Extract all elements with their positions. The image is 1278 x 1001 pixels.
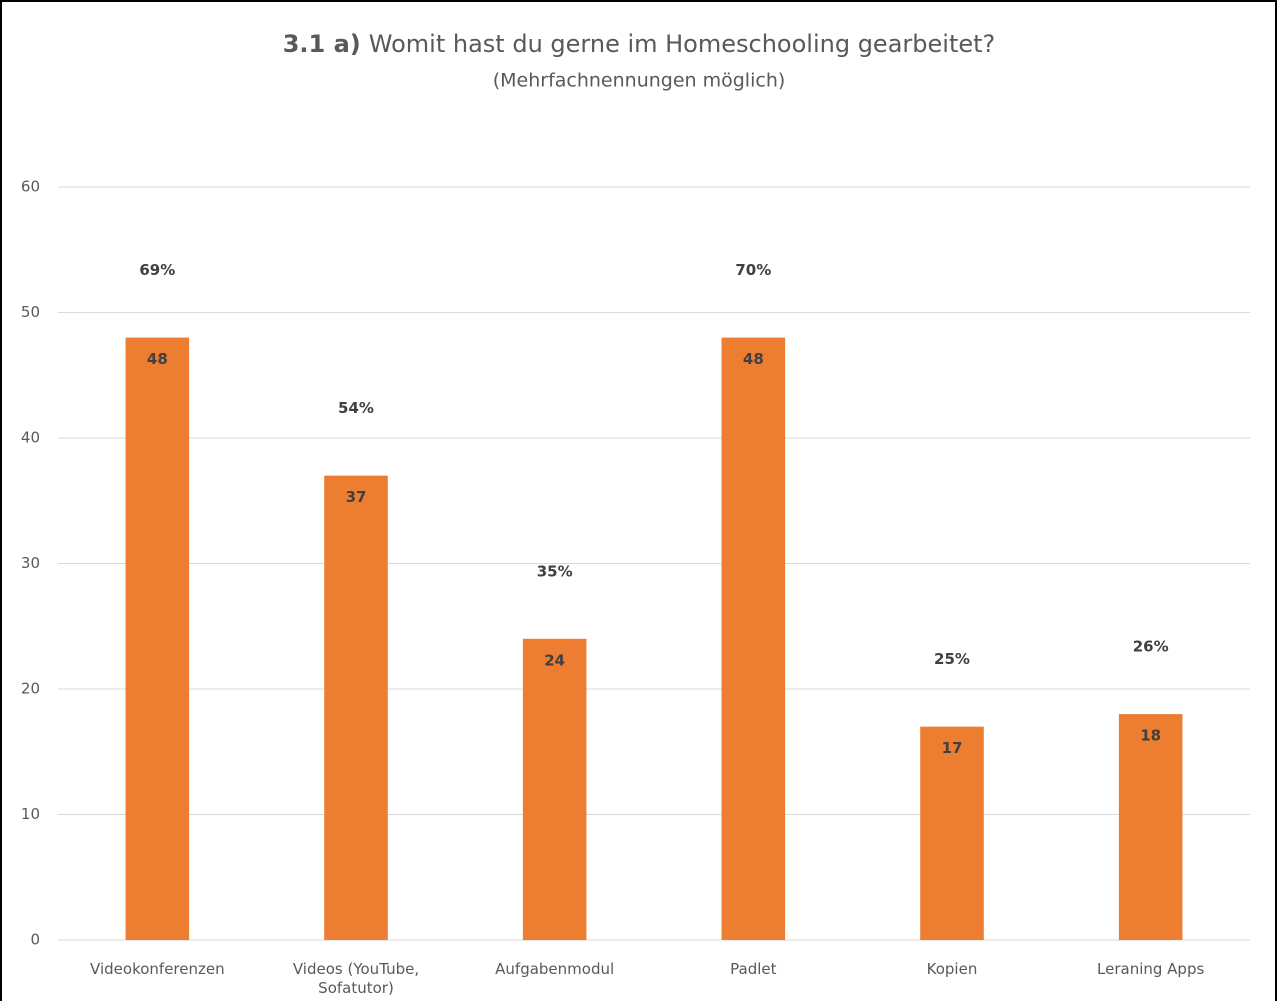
x-tick-label: Videokonferenzen <box>90 960 225 978</box>
percent-annotation: 26% <box>1133 638 1169 656</box>
value-label: 17 <box>942 739 963 757</box>
percent-annotation: 35% <box>537 562 573 580</box>
bar <box>920 726 984 940</box>
value-label: 24 <box>544 651 565 669</box>
chart-subtitle: (Mehrfachnennungen möglich) <box>493 70 786 92</box>
percent-annotation: 54% <box>338 399 374 417</box>
value-label: 18 <box>1140 727 1161 745</box>
bar <box>522 638 587 940</box>
bar <box>125 337 190 941</box>
value-label: 48 <box>743 350 764 368</box>
x-tick-label: Videos (YouTube, Sofatutor) <box>292 960 420 997</box>
y-tick-label: 40 <box>21 429 40 447</box>
x-tick-label: Kopien <box>926 960 978 978</box>
y-tick-label: 30 <box>21 554 40 572</box>
x-tick-label: Leraning Apps <box>1097 960 1205 978</box>
y-tick-label: 50 <box>21 303 40 321</box>
percent-annotation: 69% <box>139 261 175 279</box>
percent-annotation: 25% <box>934 650 970 668</box>
bar <box>324 475 388 940</box>
y-tick-label: 0 <box>30 931 40 949</box>
y-tick-label: 60 <box>21 178 40 196</box>
bar <box>1118 714 1183 940</box>
x-tick-label: Padlet <box>730 960 777 978</box>
value-label: 48 <box>147 350 168 368</box>
value-label: 37 <box>346 488 367 506</box>
chart-title: 3.1 a) Womit hast du gerne im Homeschooli… <box>283 30 996 58</box>
y-tick-label: 10 <box>21 805 40 823</box>
bar <box>721 337 786 941</box>
title-number: 3.1 a) <box>283 30 361 58</box>
x-tick-label: Aufgabenmodul <box>495 960 615 978</box>
y-tick-label: 20 <box>21 680 40 698</box>
title-text: Womit hast du gerne im Homeschooling gea… <box>369 30 995 58</box>
percent-annotation: 70% <box>735 261 771 279</box>
